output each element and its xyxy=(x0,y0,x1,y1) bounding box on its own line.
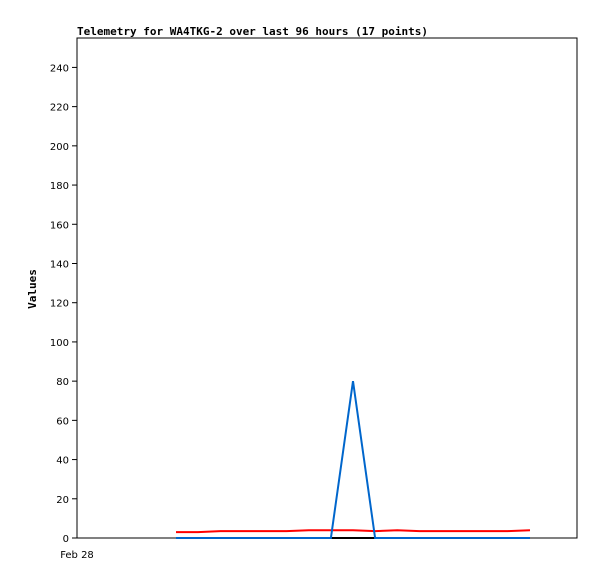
y-tick-label: 80 xyxy=(56,377,69,388)
series-line-2 xyxy=(176,380,530,539)
series-layer xyxy=(176,380,531,539)
y-tick-label: 40 xyxy=(56,456,69,467)
y-tick-label: 200 xyxy=(50,142,69,153)
y-tick-label: 240 xyxy=(50,63,69,74)
y-tick-label: 180 xyxy=(50,181,69,192)
y-axis: 0 20 40 60 80 100 120 140 160 180 200 220 240 xyxy=(50,63,77,545)
y-tick-label: 20 xyxy=(56,495,69,506)
chart-title: Telemetry for WA4TKG-2 over last 96 hour… xyxy=(77,25,428,38)
y-axis-label: Values xyxy=(26,269,39,309)
series-line-1 xyxy=(176,529,531,534)
y-tick-label: 100 xyxy=(50,338,69,349)
y-tick-label: 160 xyxy=(50,220,69,231)
y-tick-label: 220 xyxy=(50,103,69,114)
x-axis: Feb 28 xyxy=(60,550,94,561)
plot-area xyxy=(76,37,578,539)
y-tick-label: 140 xyxy=(50,259,69,270)
y-tick-label: 60 xyxy=(56,416,69,427)
x-tick-label: Feb 28 xyxy=(60,550,94,561)
y-tick-label: 120 xyxy=(50,299,69,310)
y-tick-label: 0 xyxy=(63,534,69,545)
